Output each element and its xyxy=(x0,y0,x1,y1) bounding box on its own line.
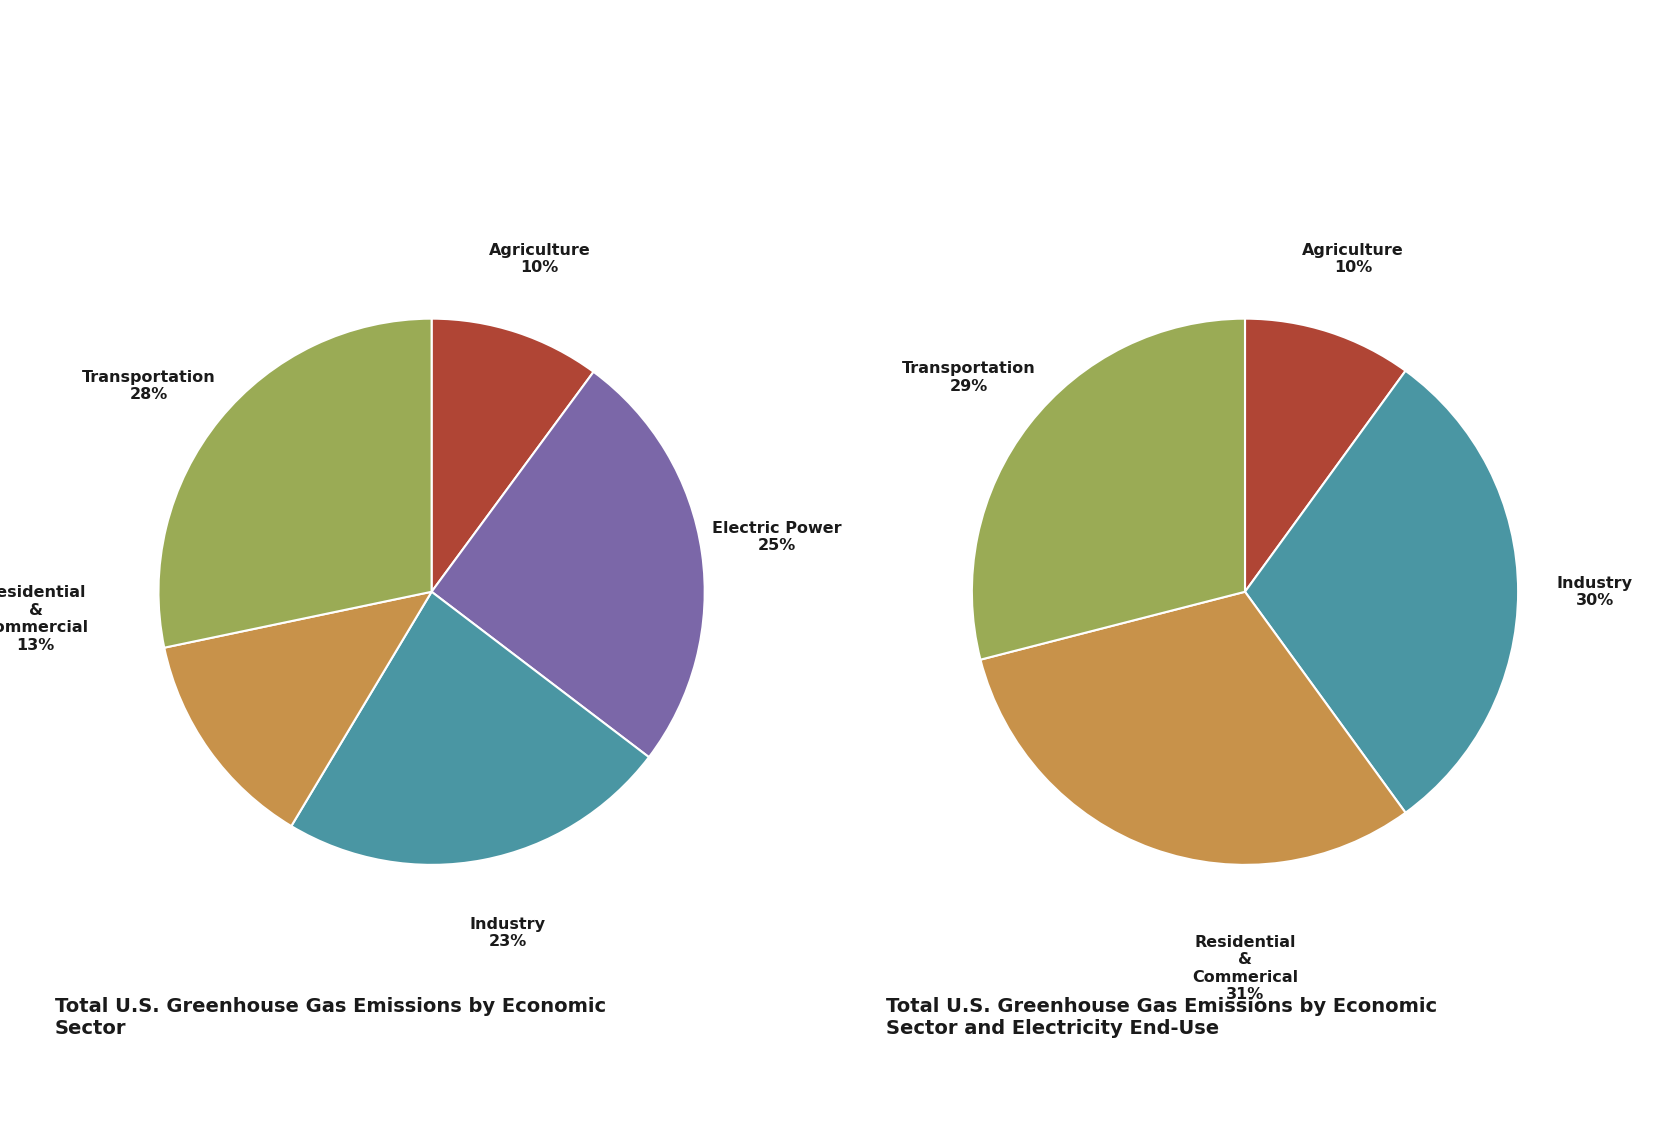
Text: Industry
23%: Industry 23% xyxy=(470,917,546,949)
Wedge shape xyxy=(1245,371,1519,813)
Wedge shape xyxy=(1245,319,1406,592)
Text: in 2022: in 2022 xyxy=(742,157,918,198)
Wedge shape xyxy=(164,592,432,826)
Wedge shape xyxy=(432,372,706,757)
Text: Residential
&
Commercial
13%: Residential & Commercial 13% xyxy=(0,585,88,653)
Text: Agriculture
10%: Agriculture 10% xyxy=(1301,244,1404,275)
Wedge shape xyxy=(432,319,594,592)
Text: Transportation
28%: Transportation 28% xyxy=(81,370,216,403)
Text: Industry
30%: Industry 30% xyxy=(1557,576,1632,608)
Wedge shape xyxy=(158,319,432,648)
Wedge shape xyxy=(971,319,1245,660)
Text: Total U.S. Greenhouse Gas Emissions by Economic
Sector: Total U.S. Greenhouse Gas Emissions by E… xyxy=(55,997,606,1038)
Text: Electric Power
25%: Electric Power 25% xyxy=(712,521,842,553)
Text: Agriculture
10%: Agriculture 10% xyxy=(488,244,591,275)
Text: Total U.S. Greenhouse Gas Emissions by Economic
Sector and Electricity End-Use: Total U.S. Greenhouse Gas Emissions by E… xyxy=(886,997,1438,1038)
Wedge shape xyxy=(981,592,1406,865)
Text: Residential
&
Commerical
31%: Residential & Commerical 31% xyxy=(1192,935,1298,1003)
Text: Transportation
29%: Transportation 29% xyxy=(901,361,1036,394)
Wedge shape xyxy=(290,592,649,865)
Text: Total U.S. Greenhouse Gas Emissions by Economic Sector: Total U.S. Greenhouse Gas Emissions by E… xyxy=(159,74,1501,117)
